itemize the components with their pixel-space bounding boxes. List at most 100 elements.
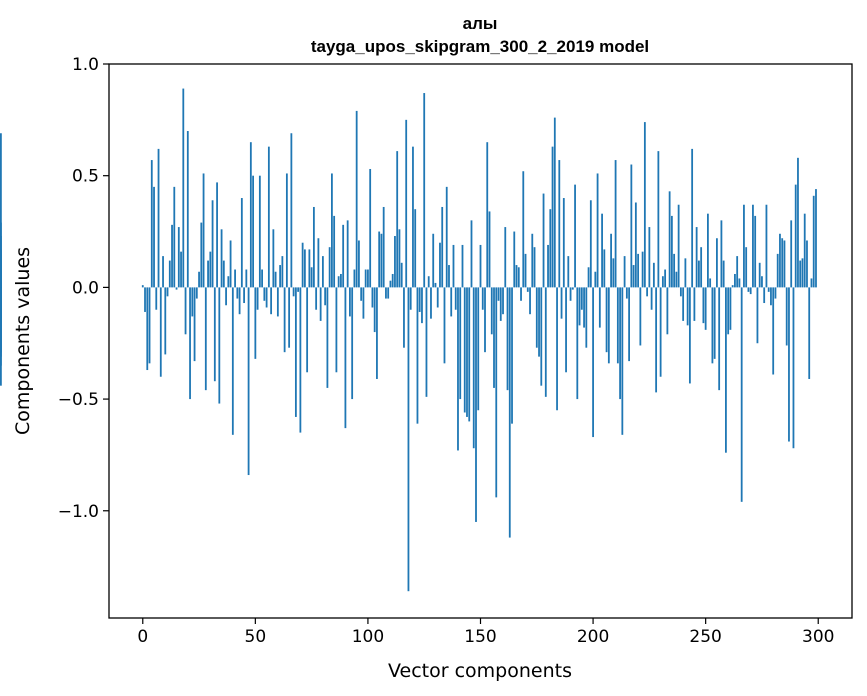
bar [556,287,558,411]
bar [346,220,349,288]
x-tick-label: 300 [802,627,834,647]
bar [693,287,696,321]
bar [472,287,475,449]
bar [815,189,817,288]
bar [502,287,504,315]
bar [614,160,617,288]
bar [488,211,491,288]
bar [245,269,248,288]
bar [747,287,750,292]
bar [612,258,615,288]
bar [285,173,288,288]
bar [524,253,527,288]
bar [526,287,529,292]
bar [567,256,570,288]
bar [601,213,603,288]
bar [450,287,453,317]
bar [279,265,282,288]
bar [664,269,667,288]
bar [369,168,372,288]
bar [421,287,423,324]
bar [0,236,2,288]
bar [560,287,563,319]
y-tick-label: 0.0 [72,278,99,298]
bar [598,287,601,328]
bar [698,260,700,288]
bar [790,220,793,288]
bar [625,287,628,299]
y-axis-ticks: 1.0 0.5 0.0 −0.5 −1.0 [58,55,109,522]
bar [517,267,520,288]
x-axis-label: Vector components [388,660,572,682]
bar [797,157,799,288]
bar [810,278,813,288]
bar [403,287,405,348]
bar [389,280,392,288]
bar [218,287,221,404]
bar [198,271,200,288]
bar [301,242,304,288]
bar [292,287,295,297]
bar [722,260,725,288]
bar [394,236,396,288]
bar [294,287,297,417]
bar [267,146,270,288]
bar [607,287,610,364]
bar [182,88,185,288]
bar [299,287,302,433]
bar [335,287,338,373]
bar [164,287,167,355]
bar [652,262,655,288]
bar [551,146,554,288]
bar [677,204,680,288]
bar [376,287,378,379]
bar [261,269,263,288]
bar [202,173,205,288]
bar [666,287,669,335]
bar [812,195,815,288]
bar [364,269,367,288]
bar [148,287,151,364]
bar [535,287,538,348]
bar [592,287,594,438]
bar [308,249,311,288]
bar [774,287,777,299]
bar [427,276,430,288]
bar [632,265,635,288]
bar [168,260,171,288]
bar [328,247,331,288]
bar [319,287,322,321]
bar [499,287,502,321]
bar [630,164,633,288]
bar [761,276,763,288]
bar [799,260,802,288]
plot-frame [108,63,853,619]
y-tick-label: 1.0 [72,55,99,75]
bar [682,287,685,321]
bar [495,287,498,498]
bar [396,151,399,288]
bar [459,287,462,400]
bar [803,213,806,288]
bar [157,148,160,288]
bar [493,287,495,388]
x-tick-label: 50 [245,627,267,647]
bar [621,287,624,435]
bar [276,287,279,317]
bar [549,209,552,288]
bar [252,175,254,288]
bar [288,287,291,348]
bar [540,287,543,386]
bar [436,287,439,308]
bar [385,287,387,299]
bar [743,204,745,288]
bar [342,224,345,288]
bar [479,244,482,288]
bar [515,265,518,288]
bar [673,253,676,288]
bar [565,287,567,373]
bar [702,287,705,324]
bar [725,287,727,453]
bar [758,262,761,288]
bar [229,240,232,288]
